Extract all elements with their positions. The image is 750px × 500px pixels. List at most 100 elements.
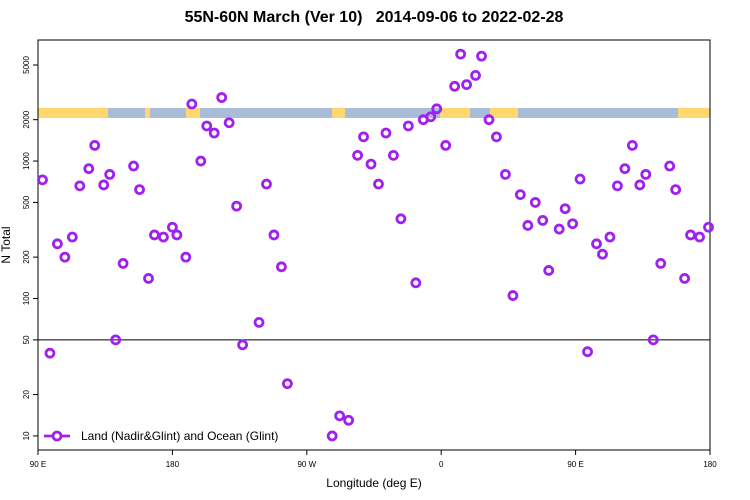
data-point [559, 203, 571, 215]
map-ocean [345, 108, 440, 118]
data-point [66, 231, 78, 243]
data-point [89, 139, 101, 151]
data-point [158, 231, 169, 243]
y-tick-label: 10 [22, 431, 31, 440]
y-tick-label: 200 [22, 250, 31, 264]
data-point [431, 103, 443, 115]
data-point [128, 160, 139, 172]
data-point [261, 178, 272, 190]
data-point [74, 180, 86, 192]
data-point [634, 179, 646, 191]
data-point [110, 334, 122, 346]
data-point [59, 251, 71, 263]
data-point [507, 290, 519, 301]
data-point [388, 149, 399, 161]
data-point [449, 80, 461, 92]
y-tick-label: 1000 [22, 152, 31, 170]
data-point [237, 339, 248, 351]
map-band [38, 108, 710, 118]
data-point [373, 178, 384, 190]
data-point [574, 173, 586, 185]
x-tick-label: 90 E [567, 460, 583, 469]
data-point [201, 120, 213, 132]
y-tick-label: 100 [22, 291, 31, 305]
x-tick-label: 180 [703, 460, 717, 469]
data-point [343, 414, 355, 426]
data-point [358, 131, 369, 143]
map-ocean [150, 108, 186, 118]
data-point [491, 131, 502, 143]
data-point [604, 231, 616, 243]
x-tick-label: 0 [439, 460, 444, 469]
data-point [186, 98, 198, 110]
legend-marker [51, 430, 63, 442]
data-point [380, 127, 392, 139]
chart-title: 55N-60N March (Ver 10) 2014-09-06 to 202… [185, 9, 564, 26]
data-point [543, 265, 555, 276]
data-point [483, 114, 495, 126]
data-point [664, 160, 676, 172]
map-ocean [200, 108, 332, 118]
y-tick-label: 20 [22, 390, 31, 399]
data-point [117, 258, 129, 269]
data-point [470, 69, 481, 81]
data-point [567, 218, 579, 230]
y-axis-label: N Total [0, 226, 13, 263]
data-point [655, 258, 667, 269]
data-point [166, 221, 178, 233]
x-tick-label: 90 W [297, 460, 316, 469]
data-point [647, 334, 659, 346]
data-point [216, 92, 228, 103]
map-ocean [470, 108, 490, 118]
legend-label: Land (Nadir&Glint) and Ocean (Glint) [81, 429, 278, 443]
data-point [180, 251, 192, 263]
data-point [514, 189, 526, 201]
data-point [98, 179, 110, 191]
data-point [500, 168, 511, 180]
data-point [685, 229, 696, 241]
data-point [195, 155, 207, 167]
data-point [352, 149, 363, 161]
data-point [268, 229, 280, 241]
x-tick-label: 180 [166, 460, 180, 469]
data-point [582, 346, 593, 358]
data-point [281, 378, 293, 390]
data-point [253, 316, 265, 328]
data-point [44, 347, 56, 359]
data-point [395, 213, 407, 225]
data-point [640, 168, 652, 180]
x-axis-label: Longitude (deg E) [326, 476, 421, 490]
data-point [171, 229, 183, 241]
x-tick-label: 90 E [30, 460, 46, 469]
data-point [276, 261, 287, 273]
data-point [326, 430, 338, 442]
map-ocean [518, 108, 678, 118]
data-point [134, 184, 145, 195]
data-point [231, 200, 243, 212]
data-point [591, 238, 602, 250]
data-point [440, 139, 452, 151]
data-point [223, 117, 235, 129]
data-point [553, 223, 565, 235]
data-point [703, 221, 714, 233]
data-point [52, 238, 63, 250]
data-point [597, 248, 608, 260]
y-tick-label: 50 [22, 335, 31, 344]
data-point [612, 180, 623, 192]
data-point [149, 229, 160, 241]
data-point [679, 273, 691, 284]
data-point [522, 220, 534, 231]
map-ocean [108, 108, 145, 118]
data-point [143, 273, 154, 284]
data-point [461, 79, 472, 90]
data-point [208, 127, 220, 139]
data-point [626, 139, 638, 151]
y-tick-label: 2000 [22, 110, 31, 128]
data-point [619, 163, 631, 175]
data-point [37, 174, 48, 186]
data-point [410, 277, 422, 289]
data-point [694, 231, 705, 243]
data-point [365, 158, 377, 170]
data-point [83, 163, 95, 175]
